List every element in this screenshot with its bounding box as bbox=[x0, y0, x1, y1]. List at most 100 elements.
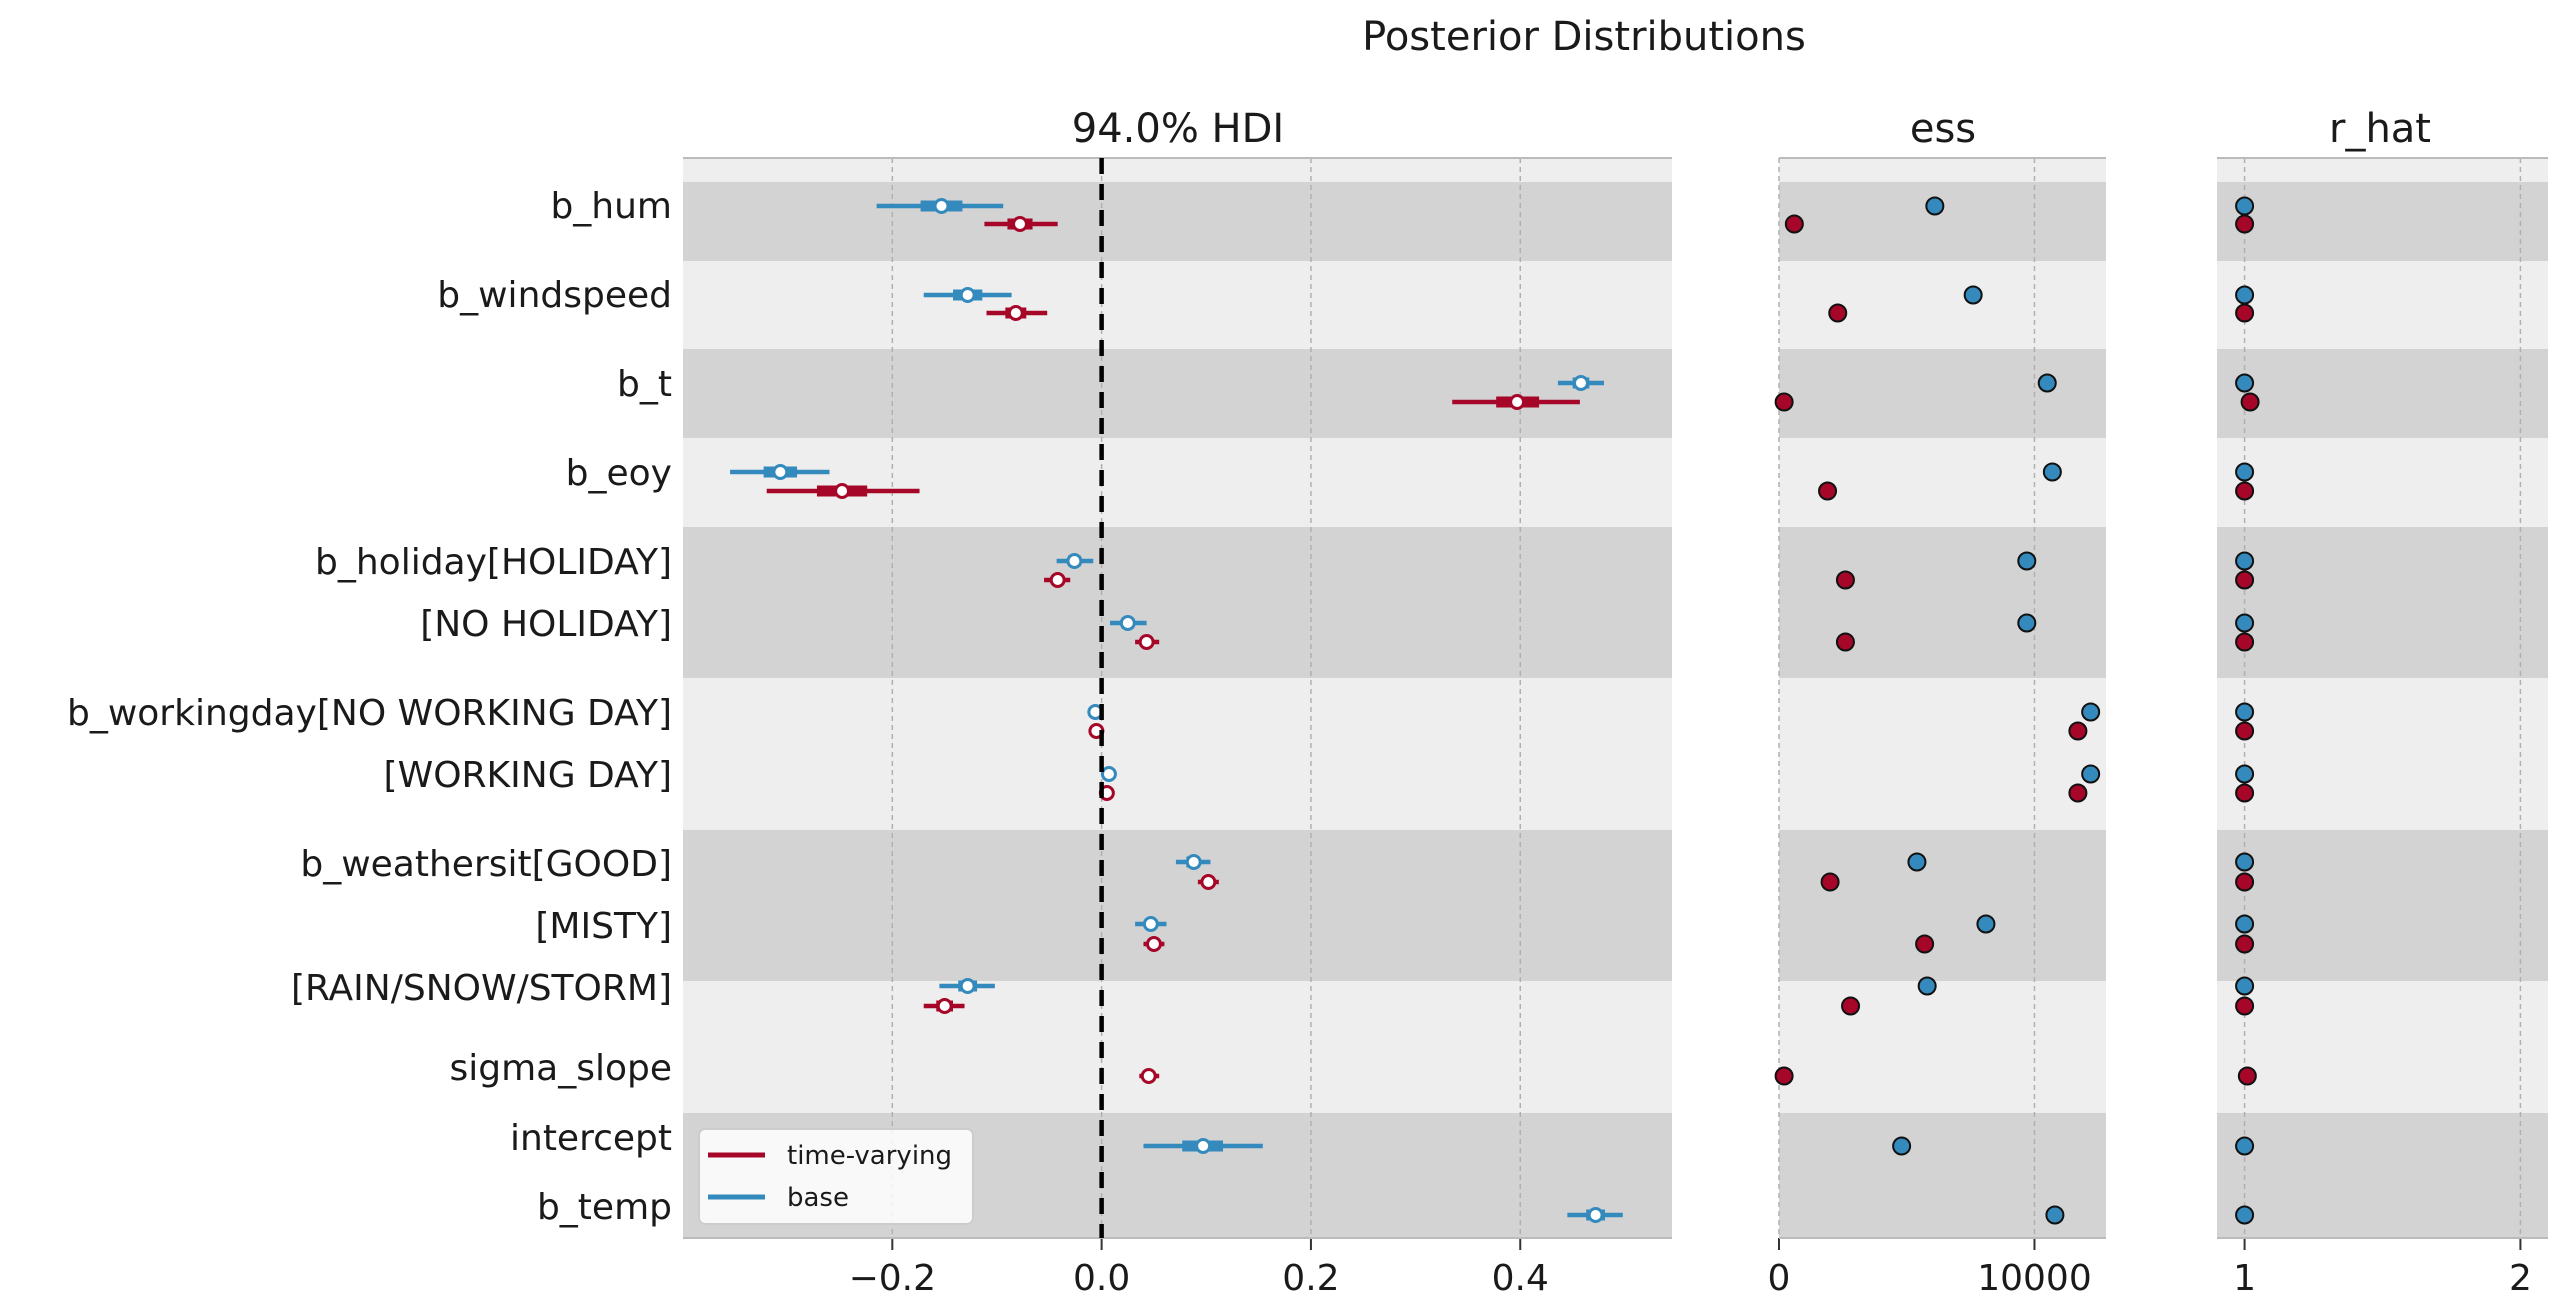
rhat-point-base-b-workingday-no-working-day bbox=[2235, 702, 2255, 722]
rhat-point-base-b-temp bbox=[2235, 1205, 2255, 1225]
mean-point-base-b-temp bbox=[1587, 1207, 1604, 1223]
row-band bbox=[2217, 678, 2548, 830]
x-tick-label: 2 bbox=[2509, 1258, 2532, 1299]
row-band bbox=[1779, 349, 2106, 438]
row-band bbox=[683, 438, 1672, 527]
mean-point-time-varying-b-eoy bbox=[834, 483, 851, 499]
rhat-point-base-b-weathersit-good bbox=[2235, 852, 2255, 872]
row-band bbox=[2217, 1113, 2548, 1238]
mean-point-time-varying-b-hum bbox=[1011, 216, 1028, 232]
row-band bbox=[1779, 261, 2106, 349]
x-tick-label: 0.2 bbox=[1282, 1258, 1339, 1299]
ess-point-time-varying-b-holiday-holiday bbox=[1835, 570, 1855, 590]
mean-point-time-varying-b-windspeed bbox=[1007, 305, 1024, 321]
legend-label-base: base bbox=[787, 1183, 849, 1213]
row-band bbox=[683, 981, 1672, 1113]
mean-point-base-b-eoy bbox=[772, 464, 789, 480]
mean-point-base-rain-snow-storm bbox=[959, 978, 976, 994]
mean-point-time-varying-misty bbox=[1145, 936, 1162, 952]
ess-point-base-b-hum bbox=[1925, 196, 1945, 216]
row-band bbox=[2217, 261, 2548, 349]
ess-point-base-b-t bbox=[2037, 373, 2057, 393]
rhat-point-time-varying-sigma-slope bbox=[2237, 1066, 2257, 1086]
rhat-point-time-varying-b-windspeed bbox=[2235, 303, 2255, 323]
ess-point-time-varying-sigma-slope bbox=[1774, 1066, 1794, 1086]
x-tick-label: 0.4 bbox=[1492, 1258, 1549, 1299]
y-label-b-weathersit-good: b_weathersit[GOOD] bbox=[300, 844, 672, 885]
row-band bbox=[2217, 158, 2548, 182]
row-band bbox=[1779, 981, 2106, 1113]
legend: time-varying base bbox=[698, 1128, 974, 1225]
rhat-point-base-b-eoy bbox=[2235, 462, 2255, 482]
mean-point-base-b-weathersit-good bbox=[1185, 854, 1202, 870]
row-band bbox=[2217, 981, 2548, 1113]
rhat-point-time-varying-b-holiday-holiday bbox=[2235, 570, 2255, 590]
row-band bbox=[683, 158, 1672, 182]
row-band bbox=[1779, 182, 2106, 261]
row-band bbox=[1779, 527, 2106, 678]
ess-point-time-varying-misty bbox=[1915, 934, 1935, 954]
rhat-point-base-no-holiday bbox=[2235, 613, 2255, 633]
ess-point-base-no-holiday bbox=[2017, 613, 2037, 633]
x-tick-label: 1 bbox=[2233, 1258, 2256, 1299]
rhat-point-base-intercept bbox=[2235, 1136, 2255, 1156]
ess-point-base-misty bbox=[1976, 914, 1996, 934]
rhat-point-base-rain-snow-storm bbox=[2235, 976, 2255, 996]
row-band bbox=[2217, 438, 2548, 527]
rhat-point-time-varying-rain-snow-storm bbox=[2235, 996, 2255, 1016]
mean-point-time-varying-b-holiday-holiday bbox=[1049, 572, 1066, 588]
ess-point-base-rain-snow-storm bbox=[1917, 976, 1937, 996]
row-band bbox=[683, 261, 1672, 349]
row-band bbox=[683, 830, 1672, 981]
ess-point-base-b-temp bbox=[2045, 1205, 2065, 1225]
rhat-point-time-varying-b-weathersit-good bbox=[2235, 872, 2255, 892]
ess-point-base-b-holiday-holiday bbox=[2017, 551, 2037, 571]
mean-point-time-varying-rain-snow-storm bbox=[936, 998, 953, 1014]
rhat-point-base-b-windspeed bbox=[2235, 285, 2255, 305]
row-band bbox=[2217, 349, 2548, 438]
y-label-b-workingday-no-working-day: b_workingday[NO WORKING DAY] bbox=[67, 693, 672, 734]
mean-point-base-b-hum bbox=[933, 198, 950, 214]
mean-point-time-varying-b-weathersit-good bbox=[1200, 874, 1217, 890]
rhat-point-base-b-holiday-holiday bbox=[2235, 551, 2255, 571]
ess-point-time-varying-b-workingday-no-working-day bbox=[2068, 721, 2088, 741]
row-band bbox=[1779, 438, 2106, 527]
rhat-point-time-varying-working-day bbox=[2235, 783, 2255, 803]
mean-point-base-no-holiday bbox=[1119, 615, 1136, 631]
row-band bbox=[2217, 527, 2548, 678]
rhat-point-base-working-day bbox=[2235, 764, 2255, 784]
mean-point-base-b-t bbox=[1572, 375, 1589, 391]
ess-point-base-b-eoy bbox=[2042, 462, 2062, 482]
mean-point-time-varying-sigma-slope bbox=[1140, 1068, 1157, 1084]
legend-box bbox=[698, 1128, 974, 1225]
row-band bbox=[2217, 182, 2548, 261]
row-band bbox=[683, 182, 1672, 261]
y-label-b-eoy: b_eoy bbox=[566, 453, 672, 494]
x-tick-label: 0.0 bbox=[1073, 1258, 1130, 1299]
row-band bbox=[1779, 830, 2106, 981]
mean-point-base-misty bbox=[1142, 916, 1159, 932]
rhat-point-time-varying-b-eoy bbox=[2235, 481, 2255, 501]
x-tick-label: 10000 bbox=[1977, 1258, 2092, 1299]
y-label-b-holiday-holiday: b_holiday[HOLIDAY] bbox=[315, 542, 672, 583]
ess-point-base-b-workingday-no-working-day bbox=[2081, 702, 2101, 722]
mean-point-base-working-day bbox=[1100, 766, 1117, 782]
ess-point-time-varying-b-t bbox=[1774, 392, 1794, 412]
y-label-b-hum: b_hum bbox=[550, 186, 672, 227]
ess-point-time-varying-no-holiday bbox=[1835, 632, 1855, 652]
ess-point-time-varying-b-weathersit-good bbox=[1820, 872, 1840, 892]
suptitle: Posterior Distributions bbox=[1362, 14, 1806, 60]
ess-panel-title: ess bbox=[1910, 106, 1976, 152]
rhat-point-time-varying-misty bbox=[2235, 934, 2255, 954]
rhat-point-base-b-hum bbox=[2235, 196, 2255, 216]
ess-point-base-working-day bbox=[2081, 764, 2101, 784]
ess-point-time-varying-b-windspeed bbox=[1828, 303, 1848, 323]
y-label-b-temp: b_temp bbox=[537, 1187, 672, 1228]
y-label-rain-snow-storm: [RAIN/SNOW/STORM] bbox=[291, 968, 672, 1009]
rhat-point-base-b-t bbox=[2235, 373, 2255, 393]
mean-point-base-intercept bbox=[1195, 1138, 1212, 1154]
ess-point-base-b-windspeed bbox=[1963, 285, 1983, 305]
ess-point-time-varying-b-eoy bbox=[1818, 481, 1838, 501]
x-tick-label: −0.2 bbox=[849, 1258, 936, 1299]
